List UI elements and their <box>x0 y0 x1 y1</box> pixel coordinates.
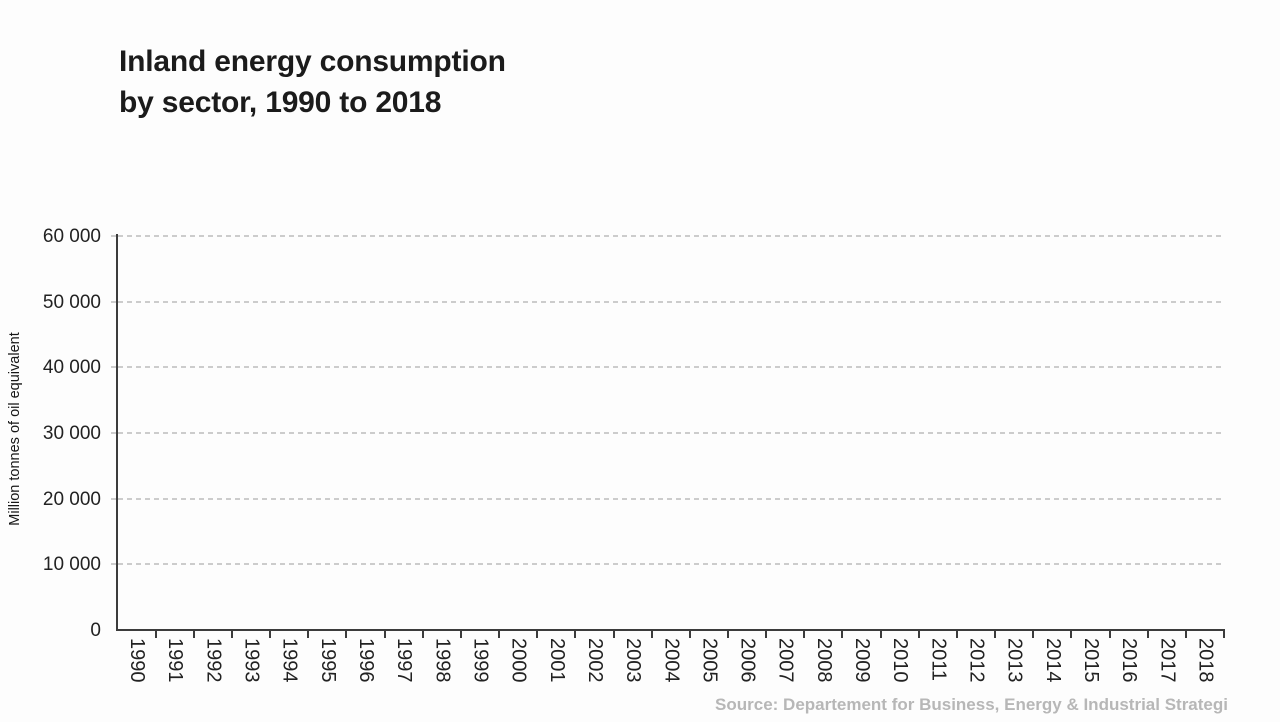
x-axis-tick <box>688 631 691 638</box>
x-axis-tick <box>421 631 424 638</box>
x-axis-tick <box>994 631 997 638</box>
x-axis-tick-label: 2013 <box>1003 638 1026 683</box>
x-axis-tick-label: 2009 <box>851 638 874 683</box>
x-axis-tick <box>1184 631 1187 638</box>
gridline <box>117 366 1224 369</box>
x-axis-tick <box>1070 631 1073 638</box>
x-axis-tick <box>307 631 310 638</box>
x-axis-tick-label: 1994 <box>278 638 301 683</box>
gridline <box>117 563 1224 566</box>
y-axis-line <box>116 234 118 631</box>
x-axis-tick-label: 2008 <box>812 638 835 683</box>
gridline <box>117 497 1224 500</box>
y-axis-tick <box>111 235 117 237</box>
x-axis-tick-label: 2001 <box>545 638 568 683</box>
x-axis-tick <box>765 631 768 638</box>
gridline <box>117 432 1224 434</box>
gridline <box>117 235 1224 237</box>
x-axis-tick-label: 1991 <box>164 638 187 683</box>
x-axis-tick <box>574 631 577 638</box>
x-axis-tick <box>803 631 806 638</box>
x-axis-tick <box>879 631 882 638</box>
x-axis-tick <box>1032 631 1035 638</box>
chart-title-line2: by sector, 1990 to 2018 <box>119 86 442 119</box>
chart-title-line1: Inland energy consumption <box>119 45 506 78</box>
x-axis-tick <box>841 631 844 638</box>
x-axis-tick-label: 1996 <box>355 638 377 683</box>
x-axis-tick-label: 2002 <box>583 638 606 683</box>
x-axis-tick-label: 2010 <box>889 638 912 683</box>
x-axis-tick-label: 2012 <box>965 638 988 683</box>
x-axis-tick-label: 2011 <box>927 638 950 682</box>
x-axis-tick-label: 1997 <box>393 638 416 683</box>
x-axis-tick-label: 2017 <box>1156 638 1179 683</box>
y-axis-tick-label: 60 000 <box>42 226 101 247</box>
x-axis-tick <box>726 631 729 638</box>
x-axis-tick-label: 1998 <box>431 638 454 683</box>
x-axis-tick-label: 2018 <box>1194 638 1217 683</box>
x-axis-tick-label: 1993 <box>240 638 263 683</box>
x-axis-tick <box>459 631 462 638</box>
x-axis-tick-label: 1995 <box>316 638 339 683</box>
x-axis-tick <box>1146 631 1149 638</box>
y-axis-tick <box>111 366 117 369</box>
x-axis-tick-label: 2016 <box>1118 638 1141 683</box>
x-axis-tick <box>612 631 615 638</box>
y-axis-tick <box>111 497 117 500</box>
x-axis-tick-label: 2000 <box>507 638 530 683</box>
x-axis-tick <box>536 631 539 638</box>
x-axis-tick-label: 2007 <box>774 638 797 683</box>
x-axis-tick <box>1223 631 1225 638</box>
y-axis-tick-label: 40 000 <box>42 357 101 379</box>
x-axis-tick-label: 1992 <box>202 638 225 683</box>
x-axis-tick <box>154 631 157 638</box>
x-axis-tick-label: 2006 <box>736 638 759 683</box>
y-axis-tick <box>111 563 117 566</box>
y-axis-tick-label: 20 000 <box>42 488 101 510</box>
y-axis-tick-label: 10 000 <box>42 554 101 576</box>
x-axis-tick-label: 2005 <box>698 638 721 683</box>
x-axis-tick <box>345 631 348 638</box>
y-axis-tick <box>111 300 117 303</box>
y-axis-tick-label: 30 000 <box>42 423 101 444</box>
x-axis-tick-label: 2015 <box>1079 638 1102 683</box>
y-axis-tick <box>111 432 117 434</box>
x-axis-tick-label: 2003 <box>622 638 645 683</box>
x-axis-tick <box>230 631 233 638</box>
x-axis-tick <box>650 631 653 638</box>
x-axis-tick <box>192 631 195 638</box>
chart-title: Inland energy consumption by sector, 199… <box>119 41 506 123</box>
x-axis-tick <box>269 631 272 638</box>
x-axis-tick <box>917 631 920 638</box>
y-axis-tick-label: 50 000 <box>42 291 101 313</box>
x-axis-tick <box>955 631 958 638</box>
source-credit: Source: Departement for Business, Energy… <box>715 695 1228 714</box>
x-axis-tick <box>498 631 501 638</box>
x-axis-line <box>116 629 1225 631</box>
gridline <box>117 300 1224 303</box>
x-axis-tick-label: 1999 <box>469 638 492 683</box>
y-axis-tick-label: 0 <box>90 620 101 641</box>
x-axis-tick-label: 1990 <box>126 638 149 683</box>
x-axis-tick <box>1108 631 1111 638</box>
x-axis-tick-label: 2004 <box>660 638 683 683</box>
x-axis-tick <box>383 631 386 638</box>
x-axis-tick-label: 2014 <box>1041 638 1064 683</box>
